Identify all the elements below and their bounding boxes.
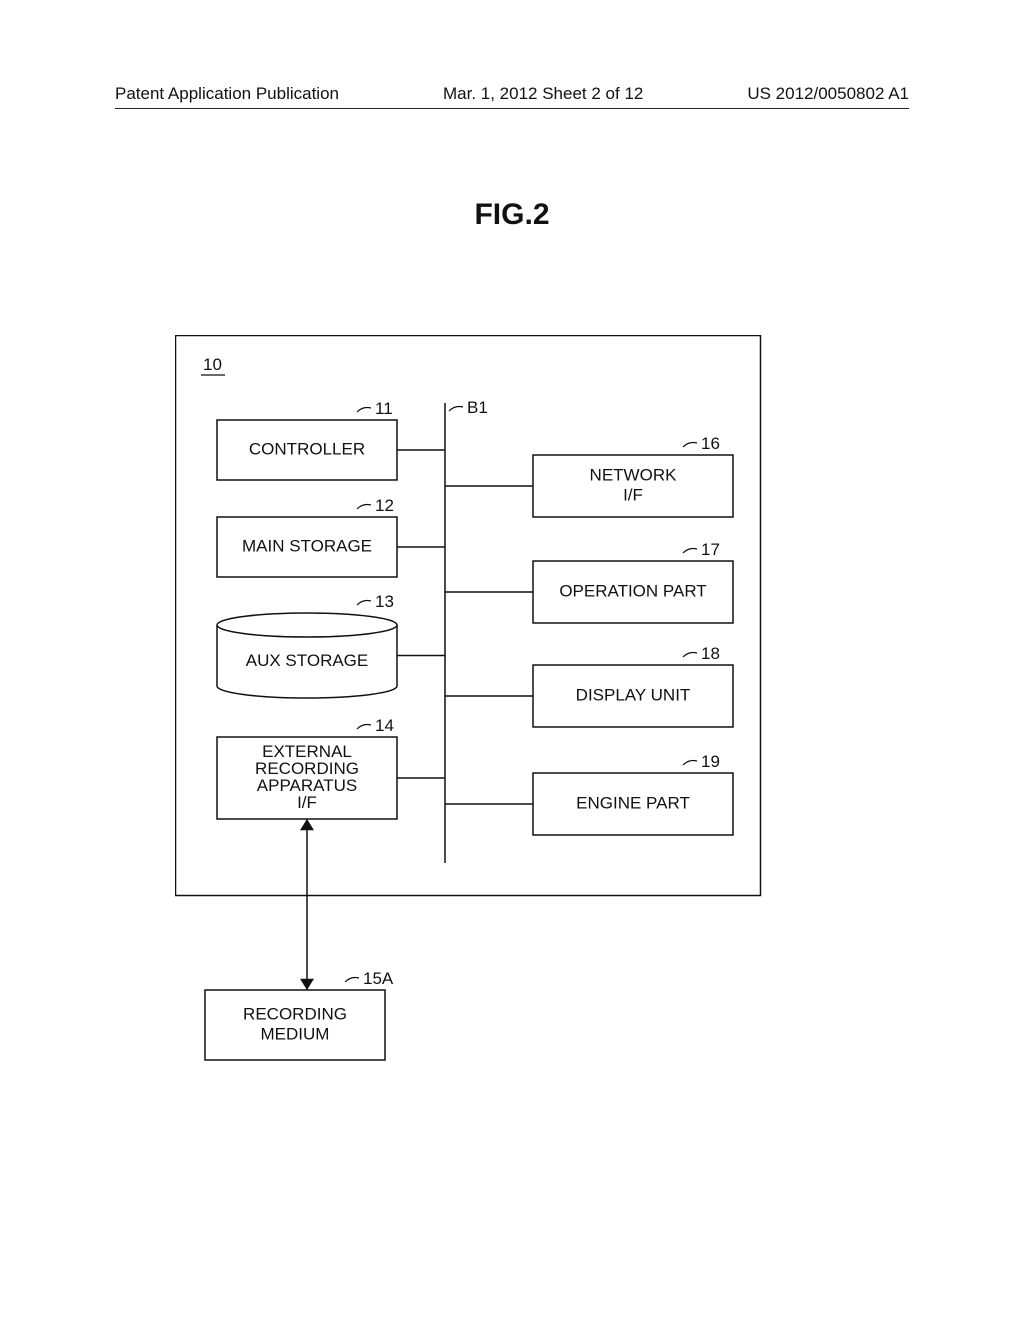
svg-text:MEDIUM: MEDIUM: [261, 1024, 330, 1043]
svg-text:AUX STORAGE: AUX STORAGE: [246, 651, 369, 670]
svg-text:I/F: I/F: [297, 793, 317, 812]
svg-text:18: 18: [701, 644, 720, 663]
svg-text:B1: B1: [467, 398, 488, 417]
svg-text:OPERATION PART: OPERATION PART: [559, 581, 706, 600]
svg-text:17: 17: [701, 540, 720, 559]
svg-text:13: 13: [375, 592, 394, 611]
svg-text:DISPLAY UNIT: DISPLAY UNIT: [576, 685, 691, 704]
svg-text:15A: 15A: [363, 969, 394, 988]
header-center: Mar. 1, 2012 Sheet 2 of 12: [443, 84, 643, 104]
svg-text:MAIN STORAGE: MAIN STORAGE: [242, 536, 372, 555]
svg-text:19: 19: [701, 752, 720, 771]
svg-text:12: 12: [375, 496, 394, 515]
svg-text:CONTROLLER: CONTROLLER: [249, 439, 365, 458]
header-right: US 2012/0050802 A1: [747, 84, 909, 104]
svg-text:11: 11: [375, 399, 393, 418]
diagram: 10 B1 CONTROLLER 11 MAIN STORAGE 12 AUX STORAG…: [175, 335, 775, 1115]
svg-text:I/F: I/F: [623, 485, 643, 504]
header-divider: [115, 108, 909, 109]
svg-text:10: 10: [203, 355, 222, 374]
figure-title: FIG.2: [0, 198, 1024, 232]
svg-text:ENGINE PART: ENGINE PART: [576, 793, 690, 812]
header-left: Patent Application Publication: [115, 84, 339, 104]
svg-text:RECORDING: RECORDING: [243, 1004, 347, 1023]
svg-text:14: 14: [375, 716, 394, 735]
svg-text:NETWORK: NETWORK: [590, 465, 678, 484]
svg-text:16: 16: [701, 434, 720, 453]
